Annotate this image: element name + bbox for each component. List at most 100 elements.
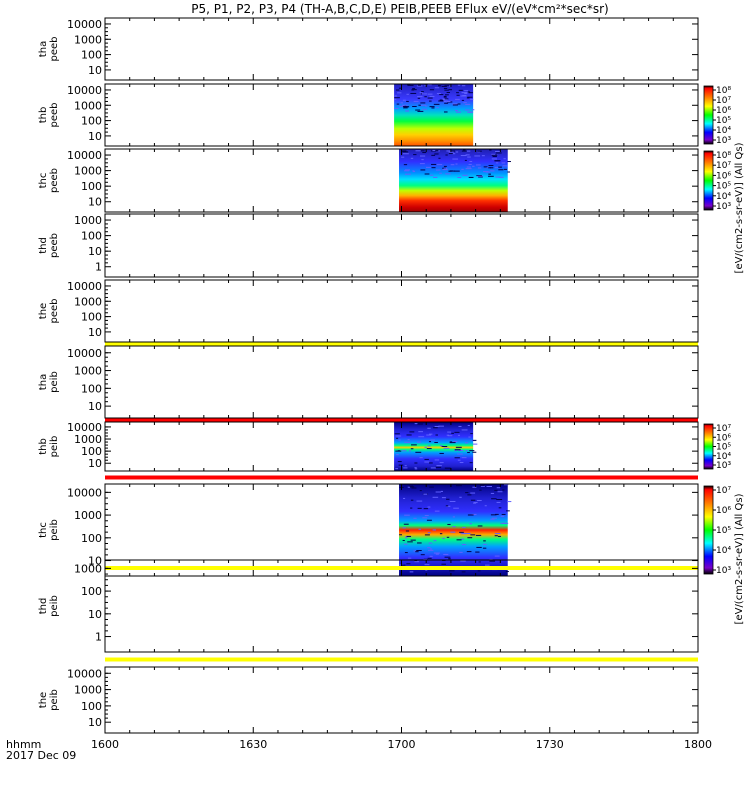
y-tick-label: 1000	[74, 33, 102, 46]
time-tick-label: 1730	[536, 738, 564, 751]
panel-label-probe: thb	[38, 438, 49, 455]
panel-label: thepeib	[38, 689, 60, 711]
panel-label: thdpeeb	[38, 233, 60, 258]
time-tick-label: 1600	[91, 738, 119, 751]
y-tick-label: 100	[81, 230, 102, 243]
panel-label-product: peib	[49, 595, 60, 617]
panel-the-peib: 10000 1000 100 10 thepeib	[38, 666, 699, 734]
panel-label-product: peeb	[49, 299, 60, 324]
y-tick-label: 10	[88, 245, 102, 258]
data-band	[105, 418, 698, 422]
panel-label: thbpeeb	[38, 103, 60, 128]
colorbar-tick-label: 10⁸	[716, 151, 731, 161]
panel-label-product: peeb	[49, 233, 60, 258]
y-tick-label: 100	[81, 532, 102, 545]
colorbar-tick-label: 10⁵	[716, 443, 731, 453]
spectrogram-speckle	[401, 149, 511, 179]
y-tick-label: 10	[88, 400, 102, 413]
colorbars-group: 10⁸10⁷10⁶10⁵10⁴10³10⁸10⁷10⁶10⁵10⁴10³10⁷1…	[703, 85, 745, 624]
y-tick-label: 10	[88, 608, 102, 621]
panel-label-product: peeb	[49, 103, 60, 128]
colorbar-tick-label: 10⁵	[716, 526, 731, 536]
y-tick-label: 1000	[74, 165, 102, 178]
y-tick-label: 10000	[67, 667, 102, 680]
colorbar-tick-label: 10³	[716, 566, 731, 576]
panel-label-product: peeb	[49, 168, 60, 193]
spectrogram-speckle	[394, 423, 478, 470]
panel-tha-peeb: 10000 1000 100 10 thapeeb	[38, 17, 699, 81]
y-tick-label: 10000	[67, 280, 102, 293]
y-tick-label: 100	[81, 180, 102, 193]
spectrogram-block	[399, 484, 508, 576]
y-tick-label: 1000	[74, 433, 102, 446]
y-tick-label: 1000	[74, 214, 102, 227]
colorbar-scale	[703, 423, 714, 470]
colorbar-tick-label: 10⁴	[716, 452, 731, 462]
panel-label-probe: tha	[38, 374, 49, 390]
time-tick-label: 1630	[239, 738, 267, 751]
y-tick-label: 10	[88, 196, 102, 209]
panel-label-probe: thd	[38, 598, 49, 615]
panel-frame	[104, 213, 699, 278]
panel-tha-peib: 10000 1000 100 10 thapeib	[38, 345, 699, 419]
panel-label-product: peib	[49, 689, 60, 711]
colorbar-tick-label: 10³	[716, 202, 731, 212]
panel-label: thapeib	[38, 371, 60, 393]
y-tick-label: 100	[81, 585, 102, 598]
y-tick-label: 10	[88, 457, 102, 470]
data-band	[105, 566, 698, 570]
colorbar-tick-label: 10⁶	[716, 171, 731, 181]
panel-thb-peeb: 10000 1000 100 10 thbpeeb	[38, 83, 699, 147]
panel-label-product: peib	[49, 436, 60, 458]
chart-title: P5, P1, P2, P3, P4 (TH-A,B,C,D,E) PEIB,P…	[191, 2, 608, 16]
time-axis-label-date: 2017 Dec 09	[6, 749, 76, 762]
panel-frame	[104, 17, 699, 81]
panel-frame	[104, 279, 699, 343]
data-band	[105, 342, 698, 346]
y-tick-label: 100	[81, 311, 102, 324]
y-tick-label: 100	[81, 382, 102, 395]
y-tick-label: 1000	[74, 365, 102, 378]
panel-label-probe: thc	[38, 173, 49, 189]
y-tick-label: 100	[81, 700, 102, 713]
colorbar-tick-label: 10⁴	[716, 192, 731, 202]
panel-thd-peeb: 1000 100 10 1 thdpeeb	[38, 213, 699, 278]
y-tick-label: 10000	[67, 486, 102, 499]
panel-label-probe: thb	[38, 107, 49, 124]
y-tick-label: 10	[88, 555, 102, 568]
time-tick-label: 1700	[388, 738, 416, 751]
y-tick-label: 1000	[74, 562, 102, 575]
colorbar-title-ion: [eV/(cm2-s-sr-eV)] (All Qs)	[734, 493, 745, 624]
colorbar-tick-label: 10⁷	[716, 161, 731, 171]
panel-label-probe: thd	[38, 237, 49, 254]
time-axis: 1600 1630 1700 1730 1800	[91, 738, 712, 751]
y-tick-label: 10	[88, 716, 102, 729]
colorbar-tick-label: 10⁸	[716, 86, 731, 96]
panel-label-product: peib	[49, 371, 60, 393]
panel-label: thcpeib	[38, 519, 60, 541]
time-tick-label: 1800	[684, 738, 712, 751]
panel-thc-peib: 10000 1000 100 10 thcpeib	[38, 483, 699, 577]
colorbar-tick-label: 10⁶	[716, 433, 731, 443]
panel-label-probe: the	[38, 692, 49, 708]
colorbar-tick-label: 10⁴	[716, 126, 731, 136]
colorbar-scale	[703, 85, 714, 145]
panel-label-probe: the	[38, 303, 49, 319]
spectrogram-speckle	[394, 84, 475, 113]
y-tick-label: 100	[81, 49, 102, 62]
y-tick-label: 10000	[67, 84, 102, 97]
panel-frame	[104, 345, 699, 419]
y-tick-label: 1000	[74, 99, 102, 112]
panel-label-product: peib	[49, 519, 60, 541]
y-tick-label: 1000	[74, 509, 102, 522]
colorbar-tick-label: 10⁷	[716, 96, 731, 106]
colorbar-scale	[703, 150, 714, 211]
y-tick-label: 10000	[67, 18, 102, 31]
colorbar-tick-label: 10⁶	[716, 506, 731, 516]
y-tick-label: 100	[81, 115, 102, 128]
